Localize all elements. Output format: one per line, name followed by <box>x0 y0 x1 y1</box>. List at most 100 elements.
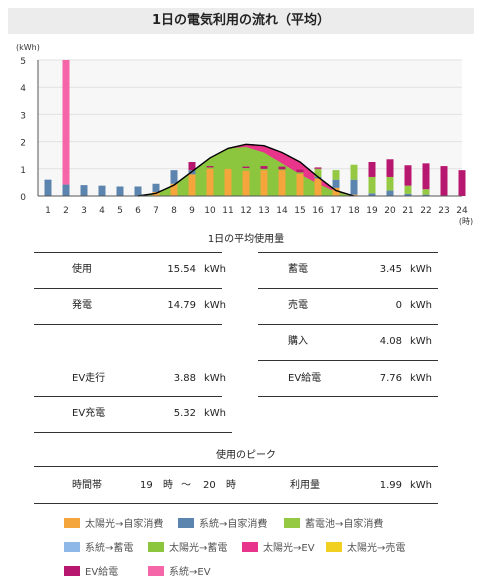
legend-swatch <box>284 518 300 528</box>
bar-grid_self <box>116 186 124 196</box>
ev-drive-unit: kWh <box>204 373 227 384</box>
bar-ev_supply <box>386 159 394 177</box>
legend-item: 太陽光→自家消費 <box>64 518 163 531</box>
peak-start-unit: 時 <box>163 480 173 491</box>
legend-swatch <box>148 566 164 576</box>
sell-unit: kWh <box>410 300 433 311</box>
bar-solar_charge <box>260 168 268 171</box>
peak-amount-value: 1.99 <box>379 480 402 491</box>
legend-swatch <box>64 566 80 576</box>
ev-charge-label: EV充電 <box>72 408 106 419</box>
bar-grid_self <box>62 184 70 196</box>
bar-battery_self <box>332 171 340 180</box>
bar-grid_self <box>404 193 412 196</box>
legend-item: 系統→自家消費 <box>178 518 267 531</box>
legend-item: 太陽光→EV <box>242 542 315 555</box>
bar-battery_self <box>314 170 322 177</box>
legend-swatch <box>148 542 164 552</box>
bar-grid_self <box>134 186 142 196</box>
bar-battery_self <box>422 189 430 195</box>
x-axis-label: (時) <box>459 217 473 226</box>
x-tick-label: 24 <box>456 206 468 216</box>
x-tick-label: 11 <box>222 206 233 216</box>
legend-item: EV給電 <box>64 566 118 579</box>
legend-item: 太陽光→売電 <box>326 542 405 555</box>
bar-solar_self <box>260 170 268 196</box>
legend-swatch <box>64 542 80 552</box>
peak-time-label: 時間帯 <box>72 480 102 491</box>
bar-ev_supply <box>314 167 322 169</box>
bar-grid_self <box>422 194 430 196</box>
bar-solar_charge <box>314 168 322 171</box>
bar-grid_self <box>44 179 52 196</box>
usage-label: 使用 <box>72 264 92 275</box>
ev-charge-unit: kWh <box>204 408 227 419</box>
y-tick-label: 1 <box>20 166 26 176</box>
peak-start: 19 <box>140 480 153 491</box>
generation-label: 発電 <box>72 300 92 311</box>
sell-value: 0 <box>395 300 402 311</box>
divider <box>34 252 222 253</box>
bar-ev_supply <box>296 169 304 173</box>
usage-unit: kWh <box>204 264 227 275</box>
bar-solar_self <box>206 168 214 196</box>
purchase-label: 購入 <box>288 336 308 347</box>
x-tick-label: 22 <box>420 206 431 216</box>
bar-ev_supply <box>260 166 268 169</box>
bar-battery_self <box>350 164 358 180</box>
divider <box>258 252 438 253</box>
bar-solar_charge <box>242 167 250 171</box>
ev-charge-value: 5.32 <box>173 408 196 419</box>
peak-end-unit: 時 <box>226 480 236 491</box>
bar-ev_supply <box>440 166 448 196</box>
x-tick-label: 18 <box>348 206 360 216</box>
x-tick-label: 6 <box>135 206 141 216</box>
bar-ev_supply <box>368 162 376 177</box>
bar-battery_self <box>404 185 412 194</box>
x-tick-label: 21 <box>402 206 413 216</box>
x-tick-label: 4 <box>99 206 105 216</box>
bar-grid_self <box>152 183 160 192</box>
legend-swatch <box>178 518 194 528</box>
bar-ev_supply <box>242 166 250 168</box>
purchase-unit: kWh <box>410 336 433 347</box>
y-tick-label: 5 <box>20 57 26 67</box>
divider <box>34 503 438 504</box>
bar-ev_supply <box>278 166 286 170</box>
bar-solar_charge <box>296 172 304 174</box>
generation-unit: kWh <box>204 300 227 311</box>
bar-grid_self <box>332 179 340 188</box>
divider <box>258 360 438 361</box>
bar-grid_self <box>350 179 358 195</box>
bar-solar_charge <box>278 169 286 171</box>
divider <box>34 324 222 325</box>
x-tick-label: 10 <box>204 206 216 216</box>
peak-amount-label: 利用量 <box>290 480 320 491</box>
peak-amount-unit: kWh <box>410 480 433 491</box>
bar-solar_self <box>170 183 178 196</box>
bar-solar_charge <box>332 170 340 172</box>
bar-solar_self <box>314 178 322 196</box>
divider <box>258 396 438 397</box>
bar-ev_supply <box>404 165 412 186</box>
page-title: 1日の電気利用の流れ（平均） <box>8 8 474 34</box>
bar-solar_self <box>224 168 232 196</box>
bar-ev_supply <box>422 163 430 190</box>
legend-swatch <box>64 518 80 528</box>
x-tick-label: 23 <box>438 206 449 216</box>
x-tick-label: 8 <box>171 206 177 216</box>
ev-supply-unit: kWh <box>410 373 433 384</box>
generation-value: 14.79 <box>167 300 196 311</box>
bar-solar_self <box>188 174 196 196</box>
legend-item: 系統→EV <box>148 566 211 579</box>
x-tick-label: 14 <box>276 206 288 216</box>
bar-solar_charge <box>206 167 214 169</box>
bar-grid_ev <box>62 60 70 185</box>
usage-value: 15.54 <box>167 264 196 275</box>
y-axis-label: (kWh) <box>16 43 40 52</box>
bar-solar_self <box>278 170 286 196</box>
legend-swatch <box>242 542 258 552</box>
peak-end: 20 <box>203 480 216 491</box>
bar-solar_charge <box>224 167 232 169</box>
